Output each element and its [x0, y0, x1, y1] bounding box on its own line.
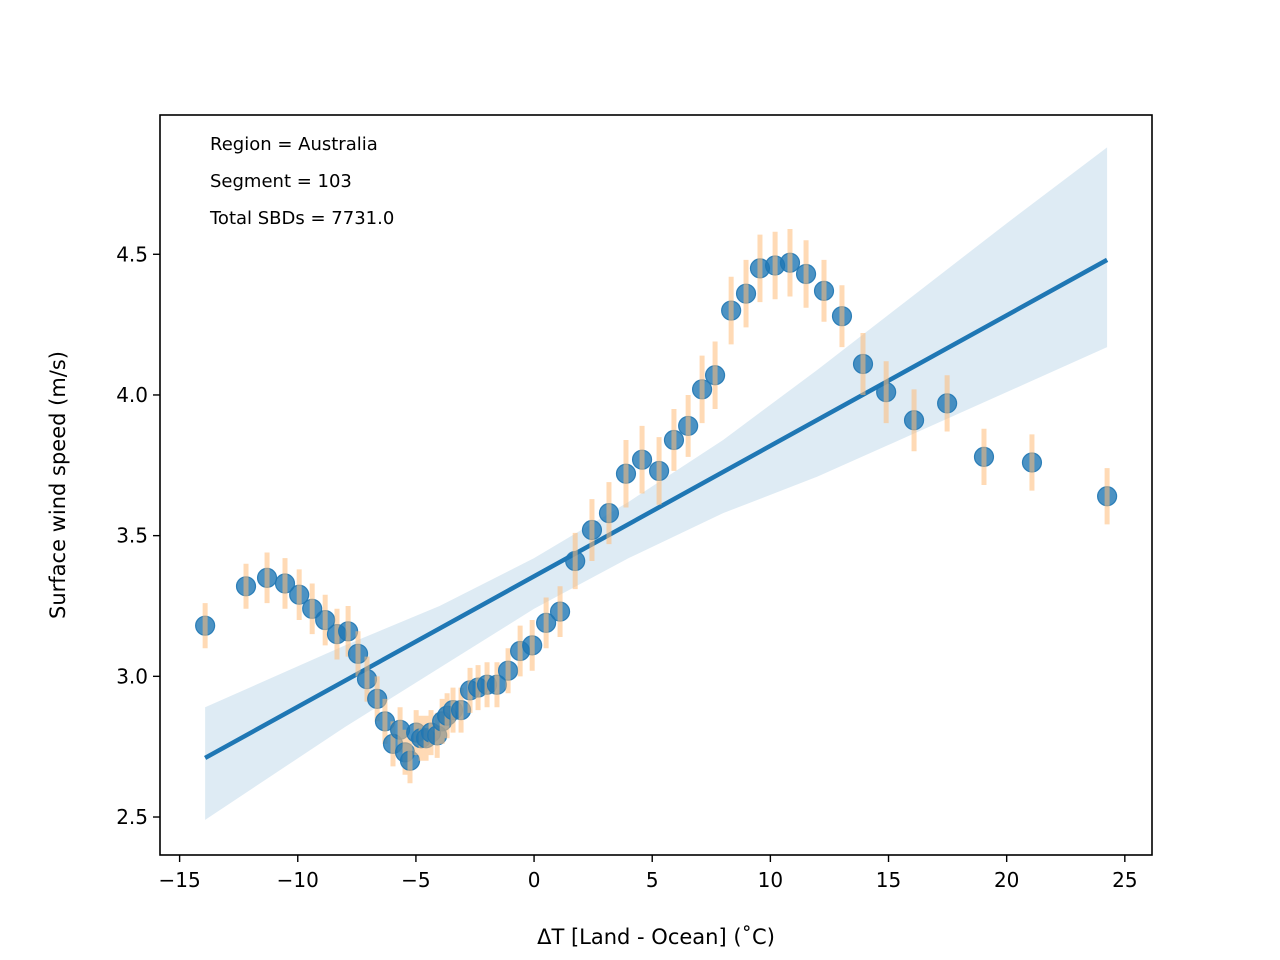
data-point-group [903, 389, 925, 452]
data-point-group [497, 648, 519, 694]
data-point-group [704, 341, 726, 410]
data-point-group [195, 603, 216, 649]
data-point-group [813, 259, 835, 322]
data-point-group [302, 583, 323, 635]
plot-area [195, 147, 1118, 820]
y-tick-label: 3.0 [116, 664, 148, 688]
axes-frame [159, 114, 1153, 856]
data-point-group [749, 234, 771, 303]
y-tick-label: 4.0 [116, 383, 148, 407]
data-point-group [721, 276, 742, 345]
x-tick-label: −10 [277, 868, 319, 892]
data-point-group [648, 437, 670, 505]
confidence-band [205, 147, 1108, 820]
x-tick-label: 5 [646, 868, 659, 892]
data-point-group [581, 499, 603, 561]
data-point-group [289, 569, 310, 621]
y-axis-label: Surface wind speed (m/s) [46, 351, 70, 619]
data-point-group [347, 631, 369, 677]
data-point-group [937, 375, 958, 432]
x-tick-label: 15 [876, 868, 901, 892]
data-point-group [852, 333, 874, 395]
data-point-group [522, 620, 543, 671]
annotation-total-sbds: Total SBDs = 7731.0 [209, 208, 394, 229]
y-tick-label: 2.5 [116, 805, 148, 829]
data-point-group [691, 355, 713, 424]
data-point-group [764, 231, 786, 300]
data-point-group [631, 425, 653, 494]
annotation-segment: Segment = 103 [210, 171, 352, 192]
y-tick-label: 4.5 [116, 242, 148, 266]
data-point-group [795, 240, 817, 308]
regression-line [204, 257, 1109, 760]
y-axis: 2.5 3.0 3.5 4.0 4.5 [116, 242, 160, 829]
data-point-group [973, 428, 995, 485]
data-point-group [256, 552, 278, 604]
x-tick-label: −5 [401, 868, 430, 892]
x-axis: −15 −10 −5 0 5 10 15 20 25 [159, 855, 1138, 892]
data-point-group [779, 228, 801, 297]
data-point-group [565, 532, 586, 590]
data-point-group [1097, 468, 1118, 525]
x-tick-label: 0 [528, 868, 541, 892]
data-point-group [831, 285, 853, 348]
data-point-group [399, 738, 421, 784]
data-point-group [1021, 434, 1043, 491]
data-point-group [598, 482, 620, 545]
x-axis-label: ΔT [Land - Ocean] (˚C) [537, 925, 775, 949]
x-tick-label: −15 [159, 868, 201, 892]
data-point-group [663, 409, 685, 471]
y-tick-label: 3.5 [116, 524, 148, 548]
annotation-region: Region = Australia [210, 134, 378, 155]
data-point-group [235, 563, 257, 609]
data-point-group [274, 558, 296, 609]
data-point-group [735, 259, 757, 328]
data-point-group [549, 586, 571, 637]
data-point-group [337, 605, 359, 657]
x-tick-label: 10 [758, 868, 783, 892]
data-point-group [876, 361, 897, 424]
data-point-group [615, 439, 637, 508]
x-tick-label: 20 [994, 868, 1019, 892]
x-tick-label: 25 [1112, 868, 1137, 892]
data-point-group [536, 597, 557, 649]
data-point-group [374, 698, 396, 744]
data-point-group [356, 656, 378, 702]
data-point-group [678, 394, 699, 457]
